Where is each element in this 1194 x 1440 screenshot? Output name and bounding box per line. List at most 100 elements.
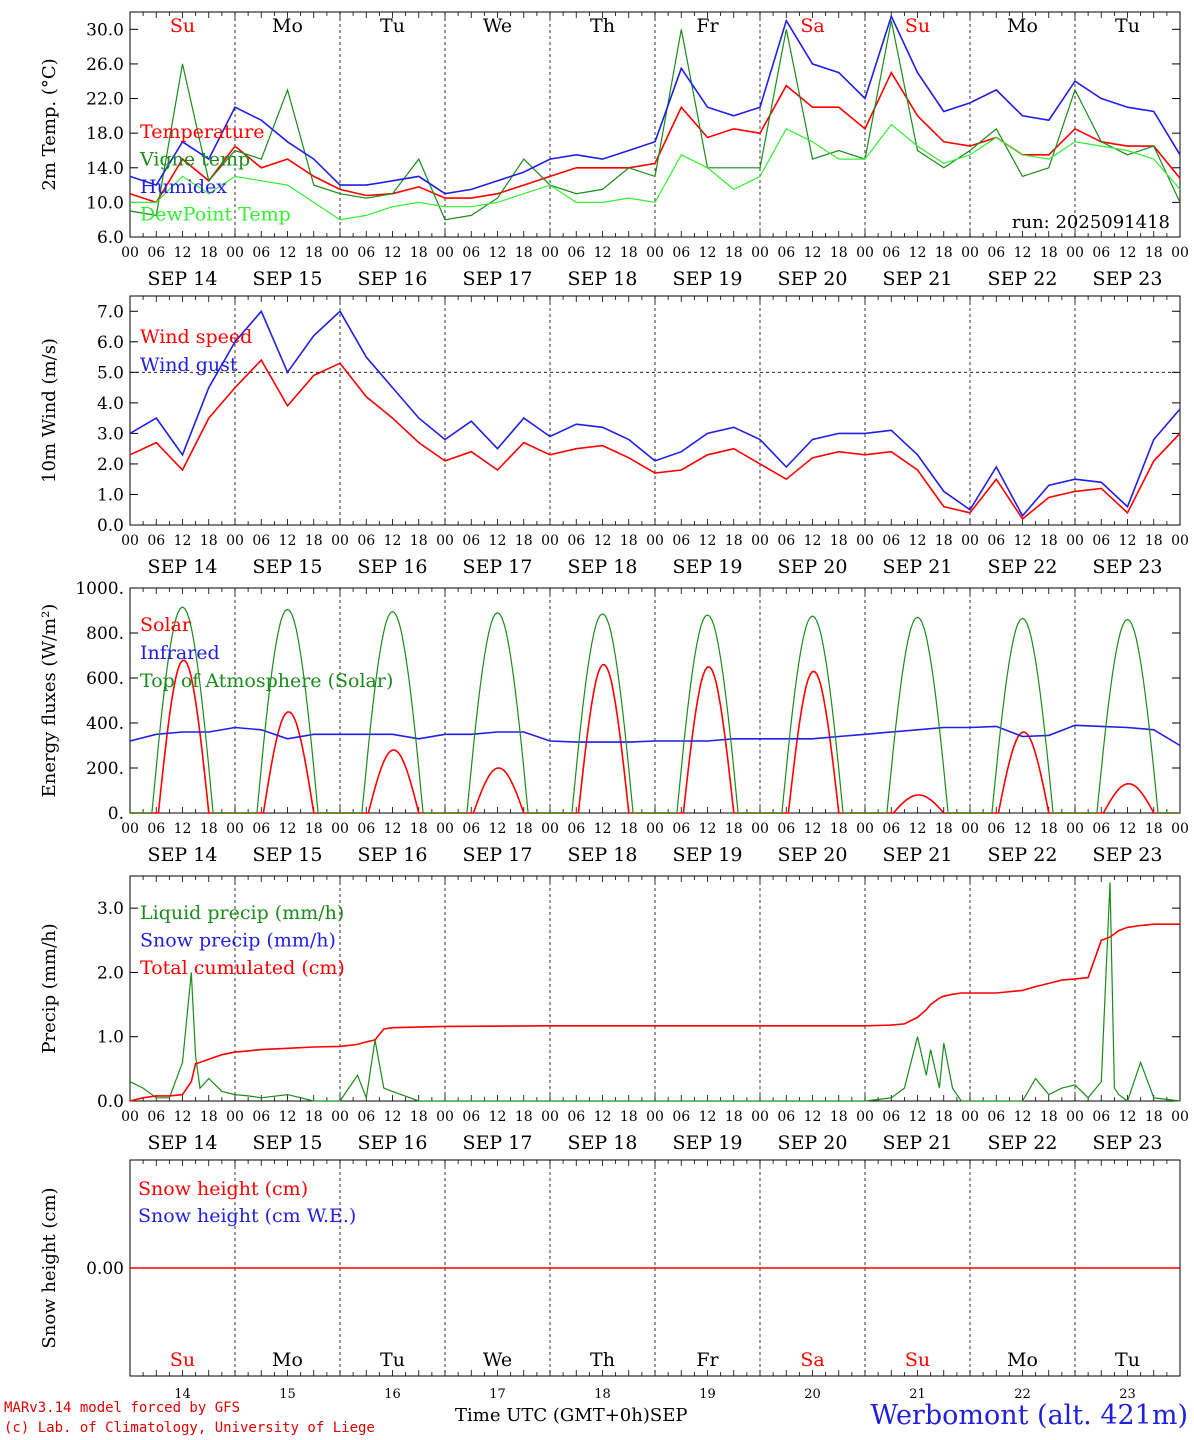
date-label: SEP 20 (778, 1132, 848, 1154)
hour-label: 06 (1092, 1109, 1110, 1125)
hour-label: 12 (489, 821, 507, 837)
hour-label: 00 (961, 1109, 979, 1125)
hour-label: 06 (777, 821, 795, 837)
hour-label: 18 (935, 533, 953, 549)
hour-label: 06 (882, 821, 900, 837)
hour-label: 00 (541, 821, 559, 837)
day-number-label: 15 (279, 1387, 296, 1402)
date-label: SEP 14 (148, 1132, 218, 1154)
hour-label: 06 (987, 1109, 1005, 1125)
hour-label: 18 (515, 533, 533, 549)
hour-label: 00 (226, 533, 244, 549)
hour-label: 12 (1014, 533, 1032, 549)
hour-label: 06 (672, 245, 690, 261)
hour-label: 12 (699, 1109, 717, 1125)
hour-label: 12 (384, 1109, 402, 1125)
date-label: SEP 19 (673, 268, 743, 290)
hour-label: 12 (909, 1109, 927, 1125)
day-name-label: Fr (696, 1349, 719, 1371)
legend-entry: Vigne temp (139, 149, 250, 171)
date-label: SEP 21 (883, 844, 953, 866)
hour-label: 18 (1040, 821, 1058, 837)
hour-label: 06 (777, 245, 795, 261)
y-tick-label: 7.0 (97, 302, 124, 322)
hour-label: 00 (331, 821, 349, 837)
hour-label: 06 (882, 533, 900, 549)
y-axis-title: 10m Wind (m/s) (39, 338, 60, 483)
day-number-label: 19 (699, 1387, 716, 1402)
time-axis-month: SEP (649, 1405, 688, 1426)
hour-label: 12 (1014, 245, 1032, 261)
hour-label: 06 (1092, 821, 1110, 837)
hour-label: 18 (725, 533, 743, 549)
hour-label: 12 (804, 821, 822, 837)
hour-label: 12 (804, 1109, 822, 1125)
date-label: SEP 21 (883, 268, 953, 290)
hour-label: 06 (777, 533, 795, 549)
hour-label: 00 (1066, 245, 1084, 261)
date-label: SEP 22 (988, 1132, 1058, 1154)
hour-label: 00 (856, 245, 874, 261)
hour-label: 18 (830, 533, 848, 549)
y-tick-label: 600. (86, 669, 124, 689)
y-tick-label: 22.0 (86, 90, 124, 110)
day-name-label: Tu (380, 1349, 405, 1371)
date-label: SEP 14 (148, 268, 218, 290)
hour-label: 00 (436, 245, 454, 261)
day-name-label: Mo (272, 15, 303, 37)
hour-label: 12 (594, 245, 612, 261)
hour-label: 00 (226, 1109, 244, 1125)
hour-label: 18 (725, 245, 743, 261)
date-label: SEP 17 (463, 268, 533, 290)
hour-label: 12 (909, 821, 927, 837)
hour-label: 06 (1092, 533, 1110, 549)
y-axis-title: Energy fluxes (W/m²) (39, 604, 60, 798)
date-label: SEP 14 (148, 556, 218, 578)
series-line-total-cumulated-cm- (129, 923, 1180, 1102)
day-number-label: 23 (1119, 1387, 1136, 1402)
day-number-label: 18 (594, 1387, 611, 1402)
hour-label: 00 (646, 533, 664, 549)
hour-label: 12 (384, 533, 402, 549)
hour-label: 06 (357, 821, 375, 837)
day-name-label: Th (590, 1349, 615, 1371)
hour-label: 06 (462, 533, 480, 549)
y-tick-label: 18.0 (86, 124, 124, 144)
model-credit-line1: MARv3.14 model forced by GFS (4, 1400, 241, 1416)
hour-label: 00 (1066, 1109, 1084, 1125)
hour-label: 06 (462, 821, 480, 837)
hour-label: 18 (200, 245, 218, 261)
hour-label: 06 (252, 245, 270, 261)
day-name-label: Su (905, 15, 930, 37)
hour-label: 18 (410, 821, 428, 837)
hour-label: 18 (515, 245, 533, 261)
date-label: SEP 21 (883, 556, 953, 578)
plot-frame-2 (129, 587, 1181, 814)
hour-label: 18 (620, 1109, 638, 1125)
legend-entry: Humidex (140, 176, 227, 198)
date-label: SEP 19 (673, 556, 743, 578)
hour-label: 00 (856, 1109, 874, 1125)
hour-label: 00 (1171, 821, 1189, 837)
date-label: SEP 18 (568, 1132, 638, 1154)
day-name-label: Tu (1115, 1349, 1140, 1371)
day-name-label: Su (170, 1349, 195, 1371)
hour-label: 06 (987, 245, 1005, 261)
hour-label: 00 (121, 821, 139, 837)
day-number-label: 22 (1014, 1387, 1031, 1402)
hour-label: 00 (856, 821, 874, 837)
hour-label: 06 (357, 1109, 375, 1125)
date-label: SEP 15 (253, 844, 323, 866)
day-number-label: 20 (804, 1387, 821, 1402)
hour-label: 00 (1066, 533, 1084, 549)
day-name-label: Mo (1007, 15, 1038, 37)
legend-entry: Snow height (cm W.E.) (138, 1205, 356, 1227)
hour-label: 00 (751, 821, 769, 837)
hour-label: 00 (331, 1109, 349, 1125)
hour-label: 18 (305, 245, 323, 261)
hour-label: 00 (436, 533, 454, 549)
y-tick-label: 400. (86, 714, 124, 734)
legend-entry: Wind speed (140, 326, 252, 348)
hour-label: 00 (646, 821, 664, 837)
day-name-label: Sa (800, 15, 824, 37)
